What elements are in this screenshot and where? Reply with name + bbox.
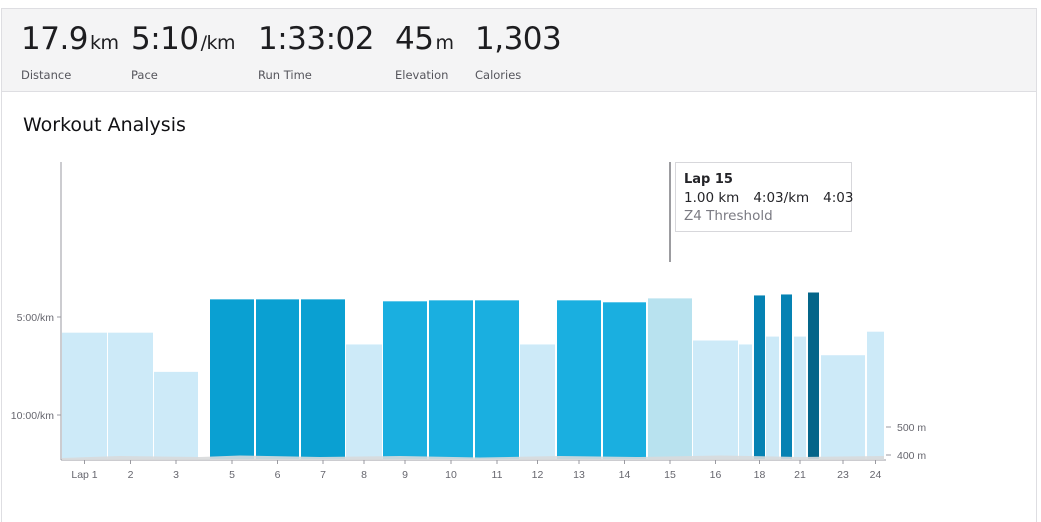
- lap-bar-9: [383, 301, 427, 459]
- lap-bar-13: [557, 300, 601, 459]
- x-tick-label-10: 10: [445, 469, 457, 481]
- elevation-tick-label: 500 m: [897, 422, 926, 434]
- lap-bar-22: [808, 292, 819, 459]
- x-tick-label-5: 5: [229, 469, 235, 481]
- lap-bar-17: [739, 344, 752, 459]
- stat-distance: 17.9 km Distance: [21, 21, 119, 82]
- lap-bar-12: [520, 344, 555, 459]
- y-tick-label: 5:00/km: [17, 312, 55, 324]
- lap-bar-24: [867, 331, 884, 459]
- lap-bar-3: [154, 371, 198, 459]
- lap-bar-8: [346, 344, 382, 459]
- stat-elevation-label: Elevation: [395, 68, 449, 82]
- x-tick-label-15: 15: [664, 469, 676, 481]
- lap-bar-15: [648, 298, 692, 459]
- stat-pace-label: Pace: [131, 68, 158, 82]
- x-tick-label-13: 13: [573, 469, 585, 481]
- tooltip-title: Lap 15: [684, 172, 733, 187]
- workout-analysis-title: Workout Analysis: [23, 114, 186, 136]
- lap-bar-19: [766, 336, 779, 459]
- x-tick-label-8: 8: [361, 469, 367, 481]
- stats-bar: 17.9 km Distance 5:10/km Pace 1:33:02 Run…: [1, 8, 1037, 92]
- stat-elevation: 45 m Elevation: [395, 21, 454, 82]
- lap-bar-16: [693, 340, 738, 459]
- stat-run-time-value: 1:33:02: [258, 21, 375, 57]
- lap-bar-21: [794, 336, 806, 459]
- lap-bar-5: [210, 299, 254, 459]
- stat-pace-value: 5:10: [131, 21, 199, 57]
- x-tick-label-9: 9: [402, 469, 408, 481]
- x-tick-label-6: 6: [275, 469, 281, 481]
- stat-distance-label: Distance: [21, 68, 72, 82]
- tooltip-distance: 1.00 km: [684, 190, 740, 206]
- lap-bar-6: [256, 299, 299, 459]
- lap-bar-7: [301, 299, 345, 459]
- stat-calories: 1,303 Calories: [475, 21, 562, 82]
- tooltip-zone: Z4 Threshold: [684, 208, 773, 224]
- x-tick-label-24: 24: [870, 469, 882, 481]
- stat-calories-label: Calories: [475, 68, 522, 82]
- tooltip-time: 4:03: [823, 190, 854, 206]
- x-tick-label-1: Lap 1: [71, 469, 97, 481]
- x-tick-label-23: 23: [837, 469, 849, 481]
- stat-calories-value: 1,303: [475, 21, 562, 57]
- x-tick-label-21: 21: [794, 469, 806, 481]
- lap-tooltip: Lap 15 1.00 km 4:03/km 4:03 Z4 Threshold: [675, 162, 854, 232]
- stat-pace-unit: /km: [200, 32, 236, 54]
- tooltip-pace: 4:03/km: [753, 190, 810, 206]
- stat-run-time-label: Run Time: [258, 68, 312, 82]
- x-tick-label-12: 12: [532, 469, 544, 481]
- x-tick-label-3: 3: [173, 469, 179, 481]
- lap-bar-18: [754, 295, 765, 459]
- x-tick-label-14: 14: [619, 469, 631, 481]
- stat-run-time: 1:33:02 Run Time: [258, 21, 375, 82]
- lap-bar-20: [781, 294, 792, 459]
- stat-elevation-value: 45: [395, 21, 434, 57]
- x-tick-label-2: 2: [128, 469, 134, 481]
- elevation-area: [62, 455, 884, 460]
- stat-elevation-unit: m: [435, 32, 454, 54]
- lap-bar-23: [821, 355, 865, 459]
- x-tick-label-7: 7: [320, 469, 326, 481]
- lap-bar-11: [475, 300, 519, 459]
- x-tick-label-11: 11: [492, 469, 503, 481]
- lap-bar-14: [603, 302, 646, 459]
- y-tick-label: 10:00/km: [11, 410, 54, 422]
- x-tick-label-18: 18: [754, 469, 766, 481]
- lap-bar-10: [429, 300, 473, 459]
- lap-bar-1: [62, 332, 107, 459]
- elevation-tick-label: 400 m: [897, 450, 926, 462]
- workout-analysis-panel: Workout Analysis: [1, 92, 1037, 522]
- x-tick-label-16: 16: [710, 469, 722, 481]
- stat-pace: 5:10/km Pace: [131, 21, 236, 82]
- stat-distance-unit: km: [90, 32, 119, 54]
- stat-distance-value: 17.9: [21, 21, 89, 57]
- lap-bar-2: [108, 332, 153, 459]
